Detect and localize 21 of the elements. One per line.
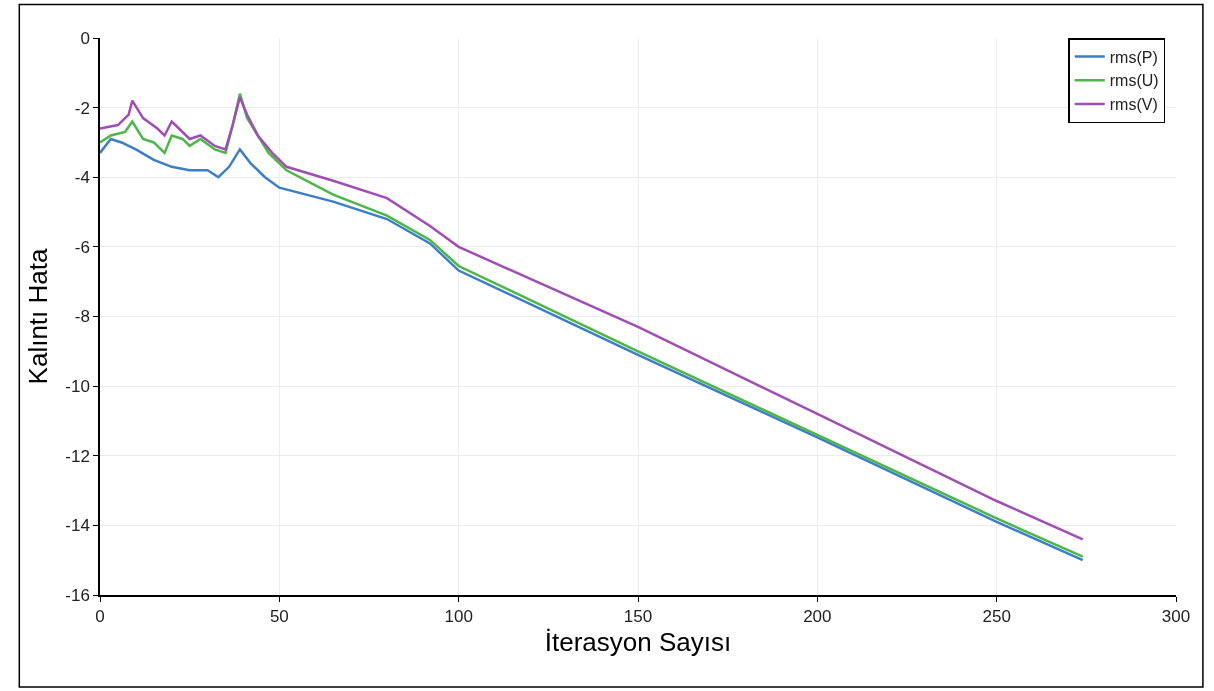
legend-label: rms(V) — [1109, 96, 1158, 114]
x-tick-label: 300 — [1161, 607, 1191, 627]
y-tick-label: -16 — [65, 585, 90, 605]
x-axis-title: İterasyon Sayısı — [544, 627, 732, 658]
y-tick-label: -2 — [74, 98, 90, 118]
y-tick-label: -8 — [74, 307, 90, 327]
y-tick-label: -12 — [65, 446, 90, 466]
x-tick-label: 150 — [623, 607, 653, 627]
x-tick-label: 0 — [95, 607, 105, 627]
y-tick-label: -10 — [65, 377, 90, 397]
y-tick-label: 0 — [80, 28, 90, 48]
y-tick-label: -6 — [74, 237, 90, 257]
x-tick-label: 50 — [269, 607, 289, 627]
legend-label: rms(P) — [1109, 48, 1158, 66]
y-tick-label: -14 — [65, 516, 90, 536]
y-tick-label: -4 — [74, 168, 90, 188]
legend-label: rms(U) — [1109, 72, 1159, 90]
x-tick-label: 200 — [803, 607, 832, 627]
y-axis-title: Kalıntı Hata — [23, 248, 54, 385]
x-tick-label: 100 — [444, 607, 473, 627]
x-tick-label: 250 — [982, 607, 1011, 627]
